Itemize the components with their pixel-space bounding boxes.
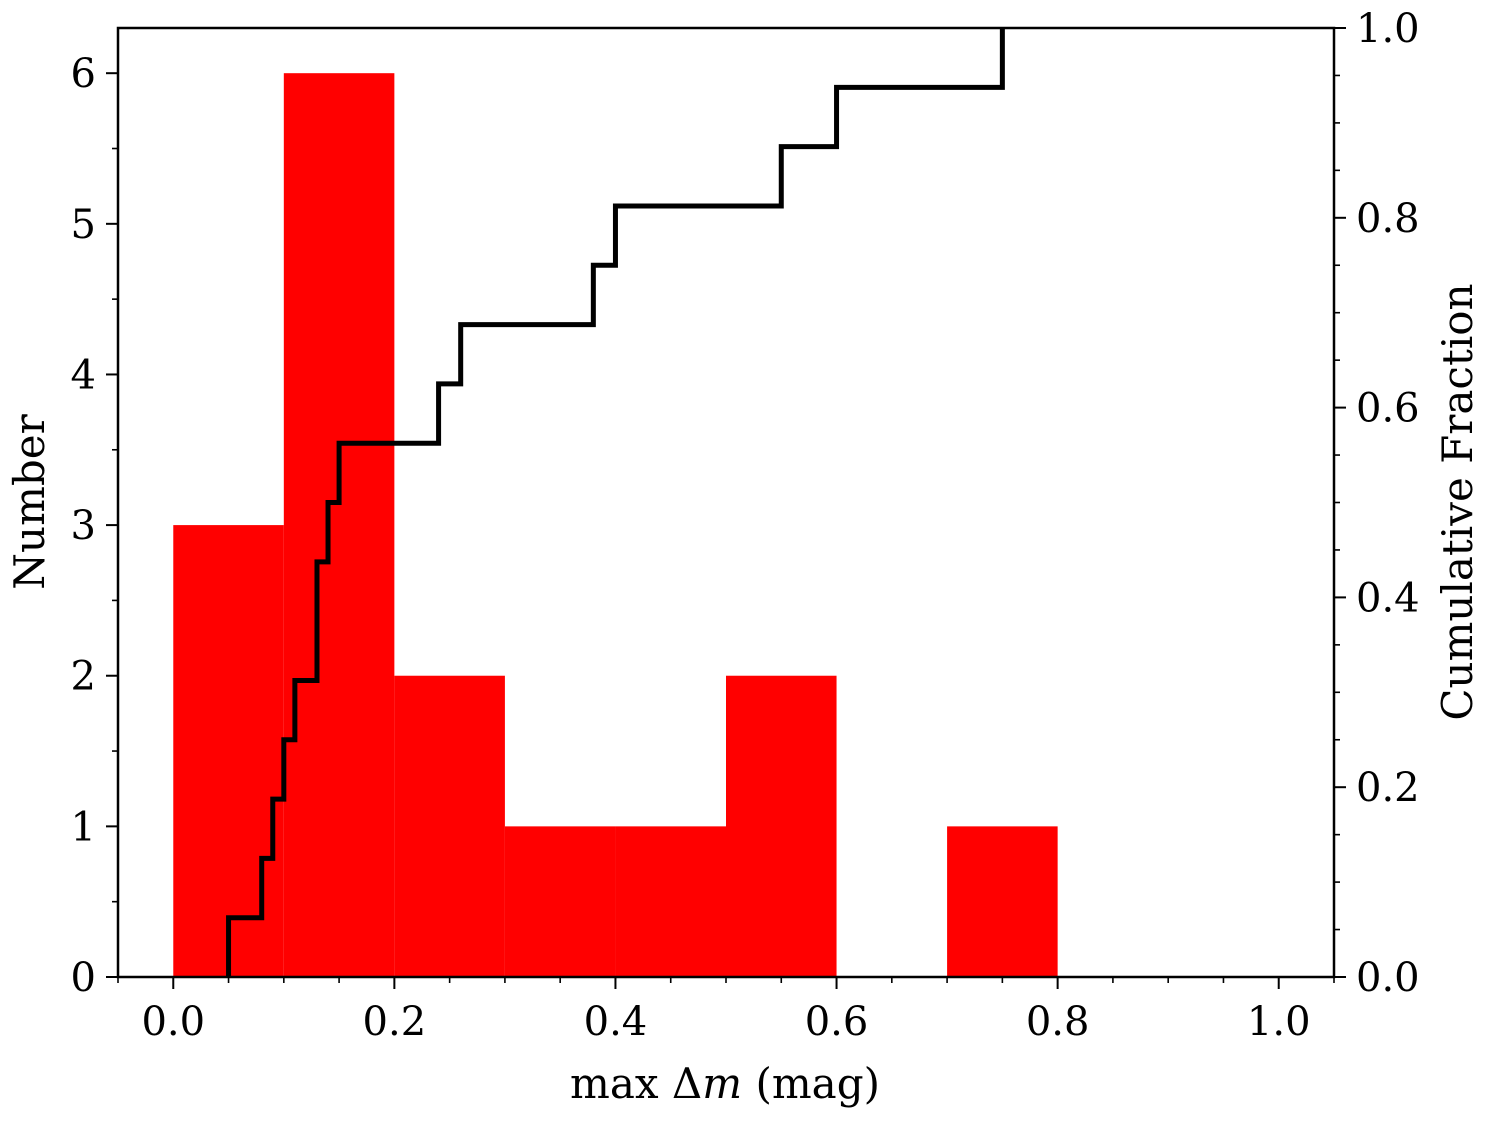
axes: 0.0 0.2 0.4 0.6 0.8 1.0 0 1 2 3 4 5 6 0.0 0.2 0.4 0.6 0.8… bbox=[71, 6, 1420, 1045]
x-tick-label: 0.4 bbox=[584, 999, 648, 1045]
histogram-bar bbox=[283, 73, 395, 977]
y-left-tick-label: 4 bbox=[71, 352, 96, 398]
y-right-tick-label: 0.4 bbox=[1356, 575, 1420, 621]
y-left-tick-label: 0 bbox=[71, 955, 96, 1001]
x-tick-label: 1.0 bbox=[1247, 999, 1311, 1045]
y-left-tick-label: 5 bbox=[71, 202, 96, 248]
histogram-bar bbox=[615, 826, 726, 977]
y-left-tick-label: 6 bbox=[71, 51, 96, 97]
x-axis-label-pre: max Δ bbox=[570, 1059, 702, 1108]
cumulative-step-line bbox=[226, 28, 1005, 977]
x-tick-label: 0.8 bbox=[1026, 999, 1090, 1045]
y-axis-right-label: Cumulative Fraction bbox=[1433, 283, 1482, 720]
y-left-tick-label: 3 bbox=[71, 503, 96, 549]
x-axis-label-italic: m bbox=[702, 1059, 742, 1108]
histogram-bar bbox=[173, 525, 284, 977]
x-tick-label: 0.0 bbox=[141, 999, 205, 1045]
x-axis-label-post: (mag) bbox=[742, 1059, 880, 1108]
y-right-tick-label: 0.2 bbox=[1356, 765, 1420, 811]
y-right-tick-label: 0.0 bbox=[1356, 955, 1420, 1001]
histogram-bar bbox=[504, 826, 616, 977]
histogram-bars bbox=[173, 73, 1058, 977]
y-right-tick-label: 1.0 bbox=[1356, 6, 1420, 52]
cumulative-line bbox=[226, 28, 1005, 977]
y-axis-left-label: Number bbox=[5, 413, 54, 589]
x-tick-label: 0.6 bbox=[805, 999, 869, 1045]
y-left-tick-label: 2 bbox=[71, 654, 96, 700]
y-left-tick-label: 1 bbox=[71, 804, 96, 850]
histogram-bar bbox=[947, 826, 1058, 977]
x-axis-label: max Δm (mag) bbox=[570, 1059, 880, 1108]
y-right-tick-label: 0.8 bbox=[1356, 196, 1420, 242]
histogram-bar bbox=[726, 675, 837, 977]
histogram-bar bbox=[394, 675, 505, 977]
y-right-tick-label: 0.6 bbox=[1356, 386, 1420, 432]
x-tick-label: 0.2 bbox=[363, 999, 427, 1045]
